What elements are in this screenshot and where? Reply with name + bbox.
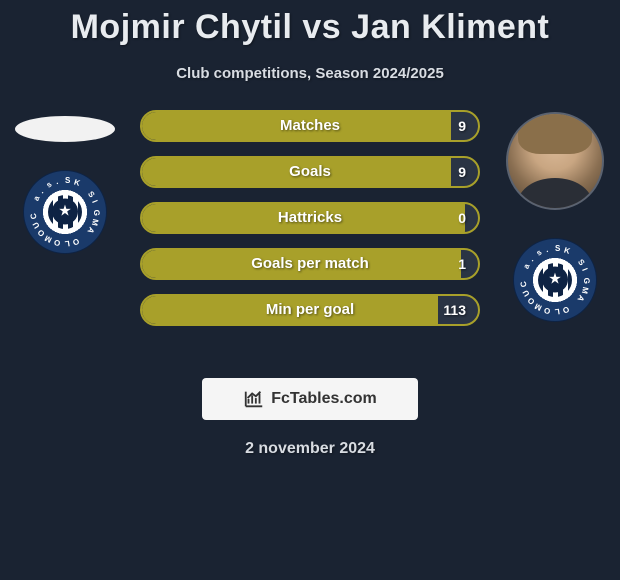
left-player-photo bbox=[15, 116, 115, 142]
watermark: FcTables.com bbox=[202, 378, 418, 420]
left-club-badge: SK SIGMA OLOMOUC a.s. bbox=[23, 170, 107, 254]
stat-row: Hattricks0 bbox=[140, 202, 480, 234]
stat-row: Goals9 bbox=[140, 156, 480, 188]
comparison-area: SK SIGMA OLOMOUC a.s. SK SIGMA OLOMOUC a… bbox=[0, 110, 620, 370]
stat-row: Goals per match1 bbox=[140, 248, 480, 280]
stat-label: Min per goal bbox=[142, 296, 478, 324]
stat-value: 9 bbox=[458, 112, 466, 140]
stat-value: 9 bbox=[458, 158, 466, 186]
chart-icon bbox=[243, 388, 265, 410]
stat-value: 1 bbox=[458, 250, 466, 278]
subtitle: Club competitions, Season 2024/2025 bbox=[0, 65, 620, 82]
stat-label: Matches bbox=[142, 112, 478, 140]
date-line: 2 november 2024 bbox=[0, 440, 620, 458]
watermark-text: FcTables.com bbox=[271, 390, 377, 408]
stat-label: Goals per match bbox=[142, 250, 478, 278]
stat-label: Goals bbox=[142, 158, 478, 186]
left-club-ring-text: SK SIGMA OLOMOUC a.s. bbox=[24, 171, 106, 253]
right-player-photo bbox=[506, 112, 604, 210]
stat-label: Hattricks bbox=[142, 204, 478, 232]
stat-value: 0 bbox=[458, 204, 466, 232]
stats-list: Matches9Goals9Hattricks0Goals per match1… bbox=[140, 110, 480, 340]
right-player-column: SK SIGMA OLOMOUC a.s. bbox=[490, 110, 620, 322]
left-player-column: SK SIGMA OLOMOUC a.s. bbox=[0, 110, 130, 254]
right-club-badge: SK SIGMA OLOMOUC a.s. bbox=[513, 238, 597, 322]
right-club-ring-text: SK SIGMA OLOMOUC a.s. bbox=[514, 239, 596, 321]
page-title: Mojmir Chytil vs Jan Kliment bbox=[0, 0, 620, 47]
stat-row: Matches9 bbox=[140, 110, 480, 142]
stat-row: Min per goal113 bbox=[140, 294, 480, 326]
stat-value: 113 bbox=[443, 296, 466, 324]
